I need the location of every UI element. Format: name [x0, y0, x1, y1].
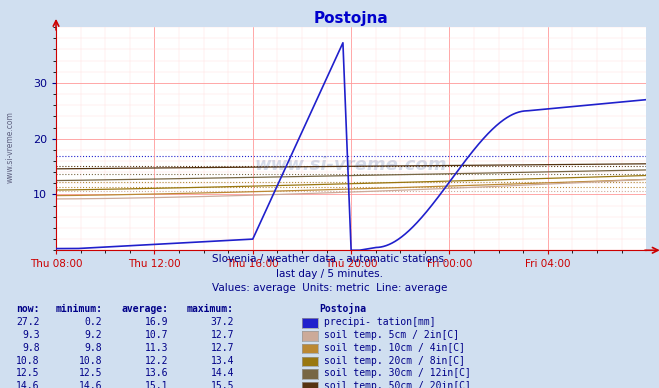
Text: 16.9: 16.9	[144, 317, 168, 327]
Text: 12.5: 12.5	[16, 368, 40, 378]
Text: 12.2: 12.2	[144, 355, 168, 365]
Text: 12.5: 12.5	[78, 368, 102, 378]
Text: 12.7: 12.7	[210, 330, 234, 340]
Text: 14.6: 14.6	[16, 381, 40, 388]
Text: 0.2: 0.2	[84, 317, 102, 327]
Text: soil temp. 50cm / 20in[C]: soil temp. 50cm / 20in[C]	[324, 381, 471, 388]
Text: www.si-vreme.com: www.si-vreme.com	[254, 156, 447, 175]
Text: www.si-vreme.com: www.si-vreme.com	[5, 111, 14, 184]
Text: 10.7: 10.7	[144, 330, 168, 340]
Text: last day / 5 minutes.: last day / 5 minutes.	[276, 268, 383, 279]
Text: 9.2: 9.2	[84, 330, 102, 340]
Text: 9.3: 9.3	[22, 330, 40, 340]
Text: 15.5: 15.5	[210, 381, 234, 388]
Text: 11.3: 11.3	[144, 343, 168, 353]
Text: soil temp. 30cm / 12in[C]: soil temp. 30cm / 12in[C]	[324, 368, 471, 378]
Text: 10.8: 10.8	[16, 355, 40, 365]
Text: 27.2: 27.2	[16, 317, 40, 327]
Text: 9.8: 9.8	[84, 343, 102, 353]
Text: soil temp. 5cm / 2in[C]: soil temp. 5cm / 2in[C]	[324, 330, 459, 340]
Text: 14.6: 14.6	[78, 381, 102, 388]
Text: 10.8: 10.8	[78, 355, 102, 365]
Title: Postojna: Postojna	[314, 11, 388, 26]
Text: soil temp. 20cm / 8in[C]: soil temp. 20cm / 8in[C]	[324, 355, 465, 365]
Text: 15.1: 15.1	[144, 381, 168, 388]
Text: Postojna: Postojna	[320, 303, 366, 314]
Text: 9.8: 9.8	[22, 343, 40, 353]
Text: Slovenia / weather data - automatic stations.: Slovenia / weather data - automatic stat…	[212, 254, 447, 264]
Text: average:: average:	[121, 304, 168, 314]
Text: 13.6: 13.6	[144, 368, 168, 378]
Text: 12.7: 12.7	[210, 343, 234, 353]
Text: maximum:: maximum:	[187, 304, 234, 314]
Text: 14.4: 14.4	[210, 368, 234, 378]
Text: soil temp. 10cm / 4in[C]: soil temp. 10cm / 4in[C]	[324, 343, 465, 353]
Text: now:: now:	[16, 304, 40, 314]
Text: 13.4: 13.4	[210, 355, 234, 365]
Text: precipi- tation[mm]: precipi- tation[mm]	[324, 317, 435, 327]
Text: Values: average  Units: metric  Line: average: Values: average Units: metric Line: aver…	[212, 283, 447, 293]
Text: minimum:: minimum:	[55, 304, 102, 314]
Text: 37.2: 37.2	[210, 317, 234, 327]
